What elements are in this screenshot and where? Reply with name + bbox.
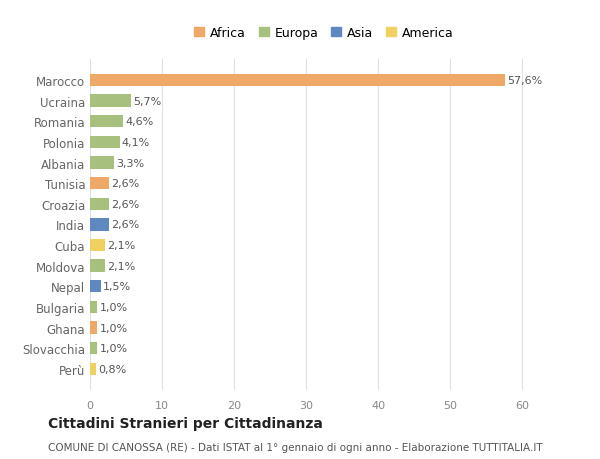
Text: 1,0%: 1,0% bbox=[100, 323, 127, 333]
Bar bbox=[90, 116, 123, 128]
Bar bbox=[90, 342, 97, 354]
Text: Cittadini Stranieri per Cittadinanza: Cittadini Stranieri per Cittadinanza bbox=[48, 416, 323, 430]
Bar bbox=[90, 301, 97, 313]
Legend: Africa, Europa, Asia, America: Africa, Europa, Asia, America bbox=[190, 23, 458, 44]
Bar bbox=[90, 136, 119, 149]
Text: COMUNE DI CANOSSA (RE) - Dati ISTAT al 1° gennaio di ogni anno - Elaborazione TU: COMUNE DI CANOSSA (RE) - Dati ISTAT al 1… bbox=[48, 442, 542, 452]
Text: 4,6%: 4,6% bbox=[125, 117, 154, 127]
Text: 3,3%: 3,3% bbox=[116, 158, 144, 168]
Bar bbox=[90, 280, 101, 293]
Text: 1,0%: 1,0% bbox=[100, 302, 127, 312]
Bar bbox=[90, 157, 114, 169]
Bar bbox=[90, 178, 109, 190]
Text: 2,6%: 2,6% bbox=[111, 199, 139, 209]
Bar bbox=[90, 239, 105, 252]
Text: 57,6%: 57,6% bbox=[507, 76, 542, 86]
Bar bbox=[90, 260, 105, 272]
Bar bbox=[90, 363, 96, 375]
Text: 0,8%: 0,8% bbox=[98, 364, 126, 374]
Text: 2,6%: 2,6% bbox=[111, 179, 139, 189]
Text: 2,6%: 2,6% bbox=[111, 220, 139, 230]
Text: 4,1%: 4,1% bbox=[122, 138, 150, 148]
Text: 2,1%: 2,1% bbox=[107, 241, 136, 251]
Text: 1,5%: 1,5% bbox=[103, 282, 131, 291]
Bar bbox=[90, 219, 109, 231]
Bar bbox=[90, 198, 109, 211]
Bar bbox=[90, 75, 505, 87]
Text: 5,7%: 5,7% bbox=[133, 96, 161, 106]
Bar bbox=[90, 322, 97, 334]
Text: 2,1%: 2,1% bbox=[107, 261, 136, 271]
Text: 1,0%: 1,0% bbox=[100, 343, 127, 353]
Bar bbox=[90, 95, 131, 107]
